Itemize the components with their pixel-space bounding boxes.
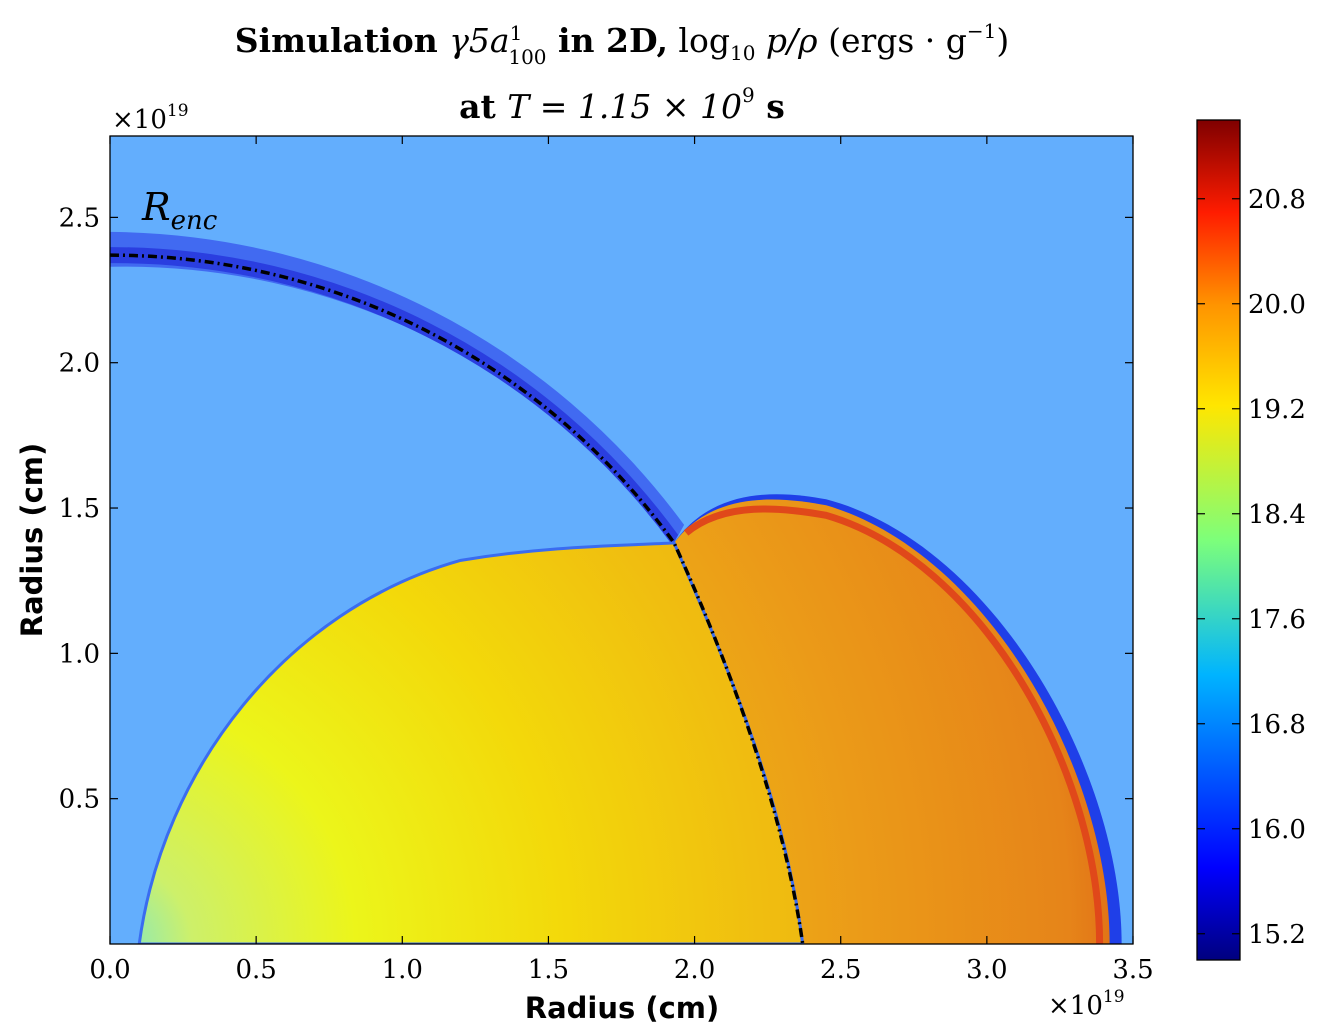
y-scale-offset: ×1019	[112, 101, 189, 135]
outer-bubble-hot-edge	[683, 505, 1104, 944]
x-tick-label: 0.5	[235, 955, 276, 985]
colorbar-tick-label: 18.4	[1248, 500, 1306, 530]
colorbar-tick-label: 16.0	[1248, 815, 1306, 845]
upper-shell-core	[110, 247, 679, 545]
x-axis: 0.0 0.5 1.0 1.5 2.0 2.5 3.0 3.5	[89, 136, 1154, 985]
y-tick-label: 1.0	[59, 639, 100, 669]
y-tick-label: 0.5	[59, 785, 100, 815]
y-axis: 0.5 1.0 1.5 2.0 2.5	[59, 203, 1133, 815]
colorbar-tick-label: 17.6	[1248, 605, 1306, 635]
x-tick-label: 1.0	[382, 955, 423, 985]
x-tick-label: 3.5	[1112, 955, 1153, 985]
outer-bubble-region	[674, 499, 1110, 944]
y-tick-label: 2.5	[59, 203, 100, 233]
x-tick-label: 2.0	[674, 955, 715, 985]
x-tick-label: 0.0	[89, 955, 130, 985]
x-axis-label: Radius (cm)	[525, 991, 720, 1025]
x-scale-offset: ×1019	[1048, 987, 1125, 1021]
colorbar-tick-label: 19.2	[1248, 395, 1306, 425]
chart-title-line2: at T = 1.15 × 109 s	[459, 83, 785, 126]
y-axis-label: Radius (cm)	[15, 443, 49, 638]
x-tick-label: 2.5	[820, 955, 861, 985]
colorbar: 15.2 16.0 16.8 17.6 18.4 19.2 20.0 20.8	[1196, 119, 1306, 961]
x-tick-label: 1.5	[528, 955, 569, 985]
heatmap-plot	[110, 136, 1133, 944]
colorbar-tick-label: 16.8	[1248, 710, 1306, 740]
y-tick-label: 2.0	[59, 349, 100, 379]
chart-title-line1: Simulation γ5a1 100 in 2D, log10 p/ρ (erg…	[235, 19, 1010, 69]
y-tick-label: 1.5	[59, 494, 100, 524]
enclosure-radius-curve	[110, 253, 805, 944]
colorbar-tick-label: 20.8	[1248, 185, 1306, 215]
x-tick-label: 3.0	[966, 955, 1007, 985]
plot-frame	[109, 135, 1134, 945]
colorbar-ticks: 15.2 16.0 16.8 17.6 18.4 19.2 20.0 20.8	[1197, 185, 1306, 950]
inner-bubble-region	[137, 541, 805, 944]
enclosure-label: Renc	[141, 185, 218, 236]
colorbar-tick-label: 20.0	[1248, 290, 1306, 320]
colorbar-tick-label: 15.2	[1248, 920, 1306, 950]
colorbar-gradient	[1196, 119, 1241, 961]
